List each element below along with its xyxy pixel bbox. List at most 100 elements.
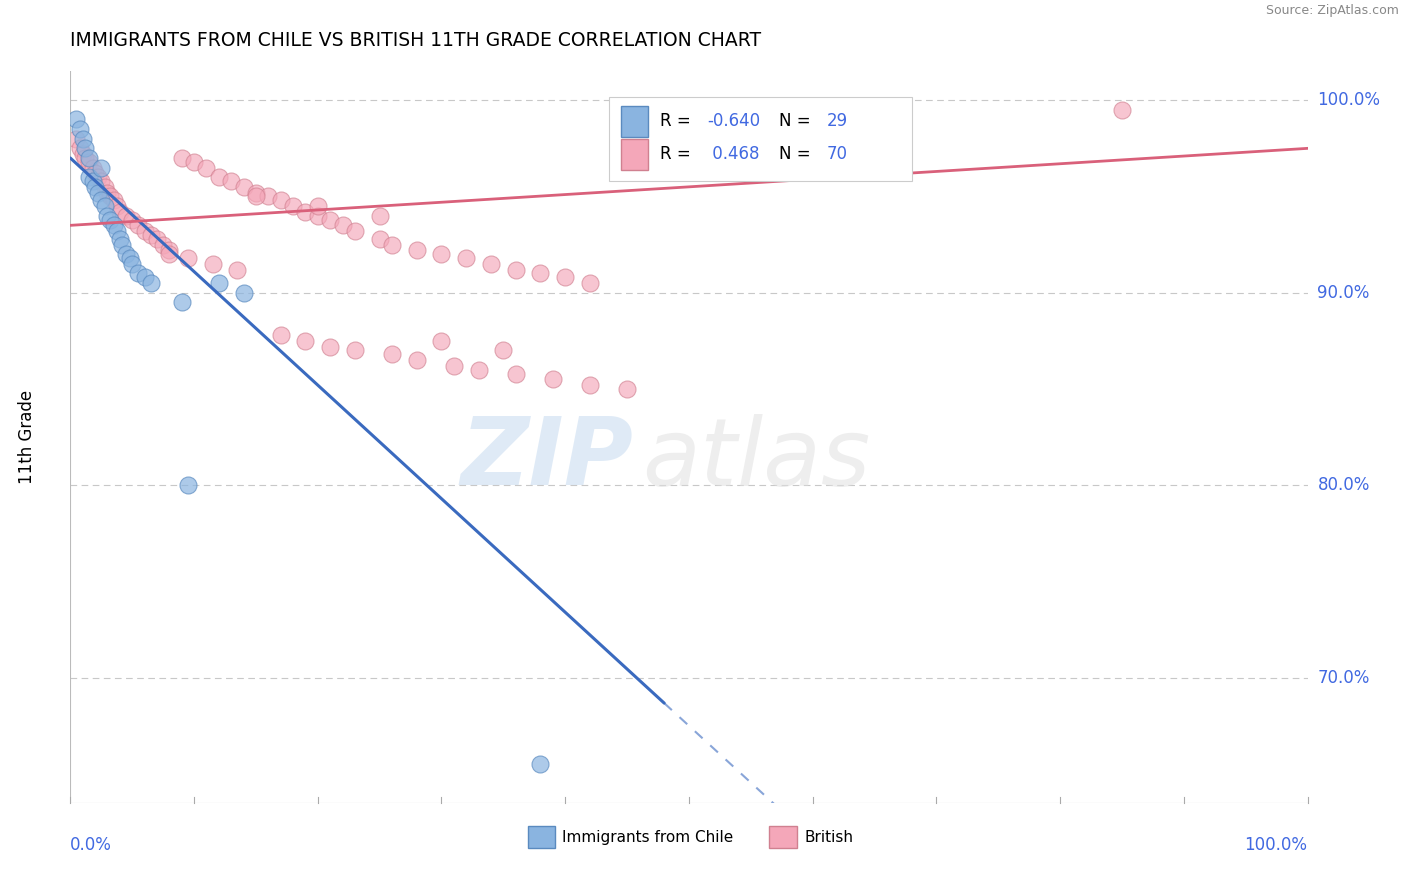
Point — [86, 170, 108, 185]
Point — [77, 151, 100, 165]
Point — [152, 237, 174, 252]
Point — [368, 232, 391, 246]
Point — [77, 170, 100, 185]
Point — [270, 194, 292, 208]
Point — [65, 112, 87, 127]
Point — [177, 251, 200, 265]
Text: 80.0%: 80.0% — [1317, 476, 1369, 494]
Point — [505, 367, 527, 381]
Point — [96, 186, 118, 200]
Point — [111, 237, 134, 252]
Point — [208, 170, 231, 185]
Text: 29: 29 — [827, 112, 848, 130]
Text: atlas: atlas — [643, 414, 870, 505]
Point — [232, 179, 254, 194]
Point — [77, 154, 100, 169]
Point — [479, 257, 502, 271]
Point — [208, 276, 231, 290]
Text: ZIP: ZIP — [460, 413, 633, 505]
Point — [505, 262, 527, 277]
Point — [579, 378, 602, 392]
Point — [343, 343, 366, 358]
Point — [195, 161, 218, 175]
Text: 90.0%: 90.0% — [1317, 284, 1369, 301]
Point — [219, 174, 242, 188]
Text: Immigrants from Chile: Immigrants from Chile — [561, 830, 733, 845]
Point — [146, 232, 169, 246]
Point — [307, 209, 329, 223]
Point — [245, 189, 267, 203]
Point — [430, 247, 453, 261]
Point — [430, 334, 453, 348]
Point — [134, 224, 156, 238]
Point — [134, 270, 156, 285]
Point — [541, 372, 564, 386]
Point — [72, 147, 94, 161]
Point — [405, 353, 427, 368]
Point — [1111, 103, 1133, 117]
Bar — [621, 106, 648, 137]
Point — [84, 179, 107, 194]
Point — [405, 244, 427, 258]
Bar — [769, 826, 797, 848]
Point — [69, 141, 91, 155]
Point — [72, 132, 94, 146]
Point — [157, 244, 180, 258]
Point — [69, 122, 91, 136]
Point — [121, 257, 143, 271]
Point — [319, 340, 342, 354]
Point — [170, 295, 193, 310]
Point — [201, 257, 224, 271]
Point — [82, 161, 104, 175]
Point — [529, 267, 551, 281]
Text: R =: R = — [661, 112, 696, 130]
Point — [467, 362, 489, 376]
Point — [98, 189, 121, 203]
Point — [245, 186, 267, 200]
Point — [94, 199, 117, 213]
Point — [108, 232, 131, 246]
Text: Source: ZipAtlas.com: Source: ZipAtlas.com — [1265, 4, 1399, 18]
Point — [139, 276, 162, 290]
Point — [381, 237, 404, 252]
Text: N =: N = — [779, 145, 815, 163]
Point — [96, 209, 118, 223]
Point — [86, 186, 108, 200]
Point — [368, 209, 391, 223]
Point — [105, 199, 128, 213]
Text: 70.0%: 70.0% — [1317, 669, 1369, 687]
Text: N =: N = — [779, 112, 815, 130]
Text: 70: 70 — [827, 145, 848, 163]
Point — [307, 199, 329, 213]
Point — [90, 161, 112, 175]
Point — [579, 276, 602, 290]
Point — [332, 219, 354, 233]
Point — [492, 343, 515, 358]
Point — [90, 174, 112, 188]
Point — [103, 194, 125, 208]
Text: British: British — [804, 830, 853, 845]
Point — [98, 212, 121, 227]
Point — [65, 132, 87, 146]
Point — [157, 247, 180, 261]
Text: 100.0%: 100.0% — [1244, 836, 1308, 854]
Point — [443, 359, 465, 373]
Text: IMMIGRANTS FROM CHILE VS BRITISH 11TH GRADE CORRELATION CHART: IMMIGRANTS FROM CHILE VS BRITISH 11TH GR… — [70, 31, 762, 50]
Point — [381, 347, 404, 361]
Point — [108, 205, 131, 219]
Bar — [621, 139, 648, 170]
Point — [115, 247, 138, 261]
Point — [127, 219, 149, 233]
Point — [121, 212, 143, 227]
Point — [177, 478, 200, 492]
FancyBboxPatch shape — [609, 97, 911, 181]
Text: R =: R = — [661, 145, 696, 163]
Point — [94, 179, 117, 194]
Point — [456, 251, 478, 265]
Point — [529, 757, 551, 772]
Point — [281, 199, 304, 213]
Point — [270, 328, 292, 343]
Point — [75, 141, 97, 155]
Point — [294, 205, 316, 219]
Point — [115, 209, 138, 223]
